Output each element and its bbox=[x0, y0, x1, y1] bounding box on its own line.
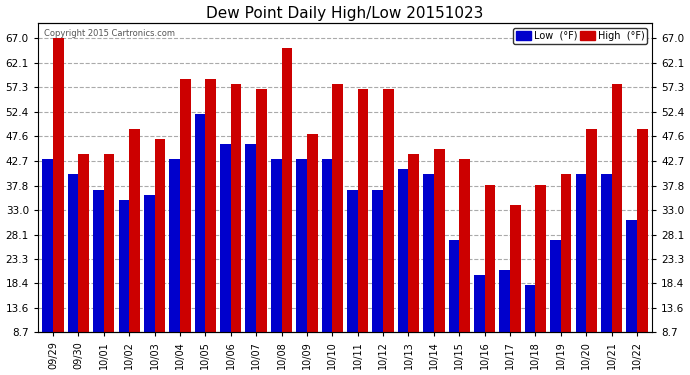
Bar bbox=[129, 129, 140, 332]
Bar bbox=[271, 159, 282, 332]
Bar bbox=[93, 190, 104, 332]
Bar bbox=[586, 129, 597, 332]
Bar bbox=[79, 154, 89, 332]
Bar bbox=[307, 134, 317, 332]
Text: Copyright 2015 Cartronics.com: Copyright 2015 Cartronics.com bbox=[44, 29, 175, 38]
Bar bbox=[535, 184, 546, 332]
Bar bbox=[256, 89, 267, 332]
Bar bbox=[104, 154, 115, 332]
Bar bbox=[601, 174, 611, 332]
Bar bbox=[119, 200, 129, 332]
Bar bbox=[144, 195, 155, 332]
Bar bbox=[448, 240, 460, 332]
Bar bbox=[398, 170, 408, 332]
Bar bbox=[155, 139, 166, 332]
Bar bbox=[474, 275, 484, 332]
Title: Dew Point Daily High/Low 20151023: Dew Point Daily High/Low 20151023 bbox=[206, 6, 484, 21]
Bar bbox=[575, 174, 586, 332]
Bar bbox=[357, 89, 368, 332]
Bar bbox=[322, 159, 333, 332]
Bar bbox=[230, 84, 241, 332]
Bar bbox=[347, 190, 357, 332]
Bar bbox=[53, 38, 63, 332]
Bar bbox=[246, 144, 256, 332]
Bar bbox=[296, 159, 307, 332]
Bar bbox=[220, 144, 230, 332]
Bar bbox=[68, 174, 79, 332]
Bar bbox=[637, 129, 648, 332]
Bar bbox=[434, 149, 444, 332]
Bar bbox=[180, 79, 190, 332]
Bar bbox=[333, 84, 343, 332]
Bar bbox=[408, 154, 419, 332]
Bar bbox=[460, 159, 470, 332]
Bar bbox=[524, 285, 535, 332]
Bar bbox=[611, 84, 622, 332]
Bar bbox=[561, 174, 571, 332]
Bar bbox=[627, 220, 637, 332]
Bar bbox=[484, 184, 495, 332]
Bar bbox=[500, 270, 510, 332]
Bar bbox=[169, 159, 180, 332]
Legend: Low  (°F), High  (°F): Low (°F), High (°F) bbox=[513, 28, 647, 44]
Bar bbox=[373, 190, 383, 332]
Bar bbox=[383, 89, 394, 332]
Bar bbox=[510, 205, 521, 332]
Bar bbox=[42, 159, 53, 332]
Bar bbox=[206, 79, 216, 332]
Bar bbox=[550, 240, 561, 332]
Bar bbox=[423, 174, 434, 332]
Bar bbox=[195, 114, 206, 332]
Bar bbox=[282, 48, 292, 332]
